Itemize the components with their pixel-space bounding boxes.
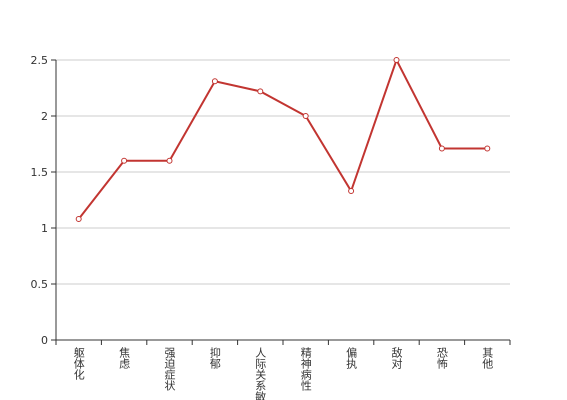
point bbox=[257, 88, 264, 95]
point bbox=[393, 57, 400, 63]
y-tick-label: 1 bbox=[41, 222, 48, 235]
y-tick-label: 1.5 bbox=[31, 166, 49, 179]
point bbox=[484, 145, 491, 152]
x-tick-label: 焦虑 bbox=[118, 347, 131, 369]
x-tick-label: 精神病性 bbox=[299, 347, 312, 392]
x-tick-label: 人际关系敏感 bbox=[254, 347, 267, 400]
line bbox=[77, 57, 488, 220]
point bbox=[166, 157, 173, 164]
point bbox=[121, 157, 128, 164]
point bbox=[438, 145, 445, 152]
y-tick-label: 2 bbox=[41, 110, 48, 123]
point bbox=[211, 78, 218, 85]
x-tick-label: 躯体化 bbox=[72, 347, 85, 381]
point bbox=[75, 216, 82, 223]
point bbox=[302, 113, 309, 119]
x-tick-label: 偏执 bbox=[345, 346, 358, 370]
x-tick-label: 抑郁 bbox=[208, 346, 221, 369]
point bbox=[348, 188, 355, 195]
x-tick-label: 敌对 bbox=[390, 346, 403, 369]
y-tick-label: 2.5 bbox=[31, 54, 49, 67]
x-tick-label: 强迫症状 bbox=[163, 347, 176, 391]
y-tick-label: 0 bbox=[41, 334, 48, 347]
y-tick-label: 0.5 bbox=[31, 278, 49, 291]
x-tick-label: 其他 bbox=[481, 347, 494, 369]
x-tick-label: 恐怖 bbox=[435, 347, 448, 369]
